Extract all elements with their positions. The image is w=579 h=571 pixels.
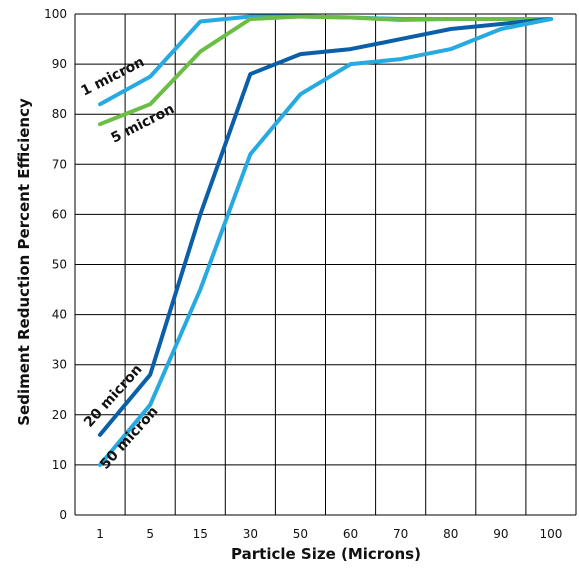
x-tick-label: 5 <box>146 527 154 541</box>
x-tick-label: 80 <box>443 527 458 541</box>
y-tick-label: 20 <box>52 408 67 422</box>
x-tick-label: 50 <box>293 527 308 541</box>
y-tick-label: 40 <box>52 308 67 322</box>
x-tick-label: 90 <box>493 527 508 541</box>
y-tick-label: 80 <box>52 107 67 121</box>
y-axis-title: Sediment Reduction Percent Efficiency <box>15 98 33 426</box>
y-tick-label: 0 <box>59 508 67 522</box>
series-line-20-micron <box>98 17 553 437</box>
series-label-1-micron: 1 micron <box>79 54 148 99</box>
x-tick-label: 100 <box>539 527 562 541</box>
series-line-50-micron <box>98 17 553 467</box>
y-tick-label: 30 <box>52 358 67 372</box>
y-tick-label: 60 <box>52 207 67 221</box>
x-tick-label: 30 <box>243 527 258 541</box>
series-lines <box>98 14 553 467</box>
series-line-5-micron <box>98 14 553 127</box>
y-tick-label: 70 <box>52 157 67 171</box>
y-tick-label: 10 <box>52 458 67 472</box>
y-tick-label: 50 <box>52 258 67 272</box>
x-tick-label: 70 <box>393 527 408 541</box>
grid <box>74 13 577 516</box>
x-tick-label: 15 <box>193 527 208 541</box>
x-tick-label: 60 <box>343 527 358 541</box>
x-tick-labels: 1 5 15 30 50 60 70 80 90 100 <box>96 527 562 541</box>
y-tick-label: 90 <box>52 57 67 71</box>
y-tick-labels: 0 10 20 30 40 50 60 70 80 90 100 <box>44 7 67 522</box>
x-tick-label: 1 <box>96 527 104 541</box>
y-tick-label: 100 <box>44 7 67 21</box>
x-axis-title: Particle Size (Microns) <box>231 545 421 563</box>
